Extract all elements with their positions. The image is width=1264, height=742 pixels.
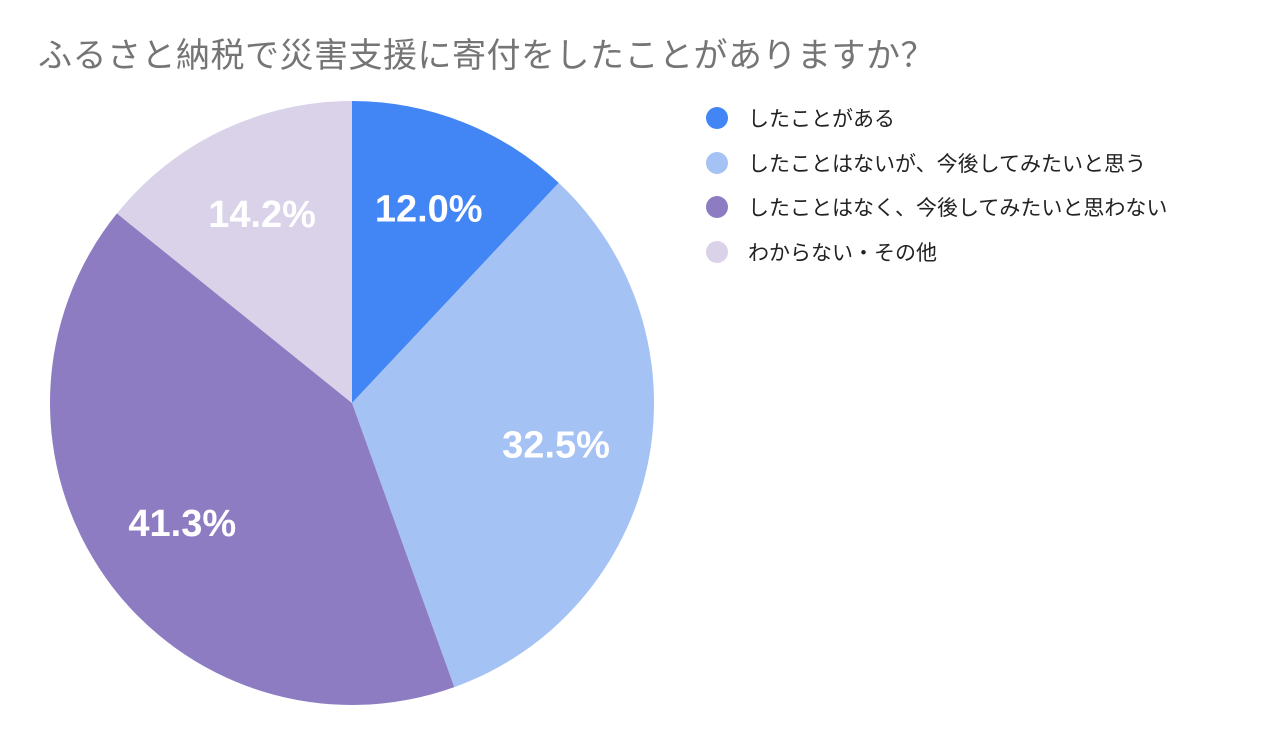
legend-label: したことはなく、今後してみたいと思わない: [748, 196, 1168, 221]
legend-item-want-to-donate: したことはないが、今後してみたいと思う: [706, 141, 1167, 186]
pie-slice-unknown-other: [116, 100, 352, 403]
legend-swatch: [706, 196, 728, 219]
pie-slice-want-to-donate: [352, 182, 654, 688]
legend-swatch: [706, 151, 728, 174]
data-label-not-want-to-donate: 41.3%: [128, 503, 236, 545]
legend-swatch: [706, 107, 728, 130]
chart-title: ふるさと納税で災害支援に寄付をしたことがありますか？: [38, 36, 935, 76]
legend-item-unknown-other: わからない・その他: [706, 230, 1167, 275]
legend-label: したことがある: [748, 107, 895, 132]
pie-slice-not-want-to-donate: [50, 213, 455, 706]
legend-label: したことはないが、今後してみたいと思う: [748, 151, 1146, 176]
data-label-unknown-other: 14.2%: [208, 194, 316, 236]
data-label-want-to-donate: 32.5%: [502, 424, 610, 466]
legend-swatch: [706, 240, 728, 263]
pie-slice-did-donate: [352, 101, 559, 403]
legend-item-did-donate: したことがある: [706, 96, 1167, 141]
data-label-did-donate: 12.0%: [375, 188, 483, 230]
legend-label: わからない・その他: [748, 240, 937, 265]
legend-item-not-want-to-donate: したことはなく、今後してみたいと思わない: [706, 185, 1167, 230]
legend: したことがある したことはないが、今後してみたいと思う したことはなく、今後して…: [706, 96, 1167, 274]
